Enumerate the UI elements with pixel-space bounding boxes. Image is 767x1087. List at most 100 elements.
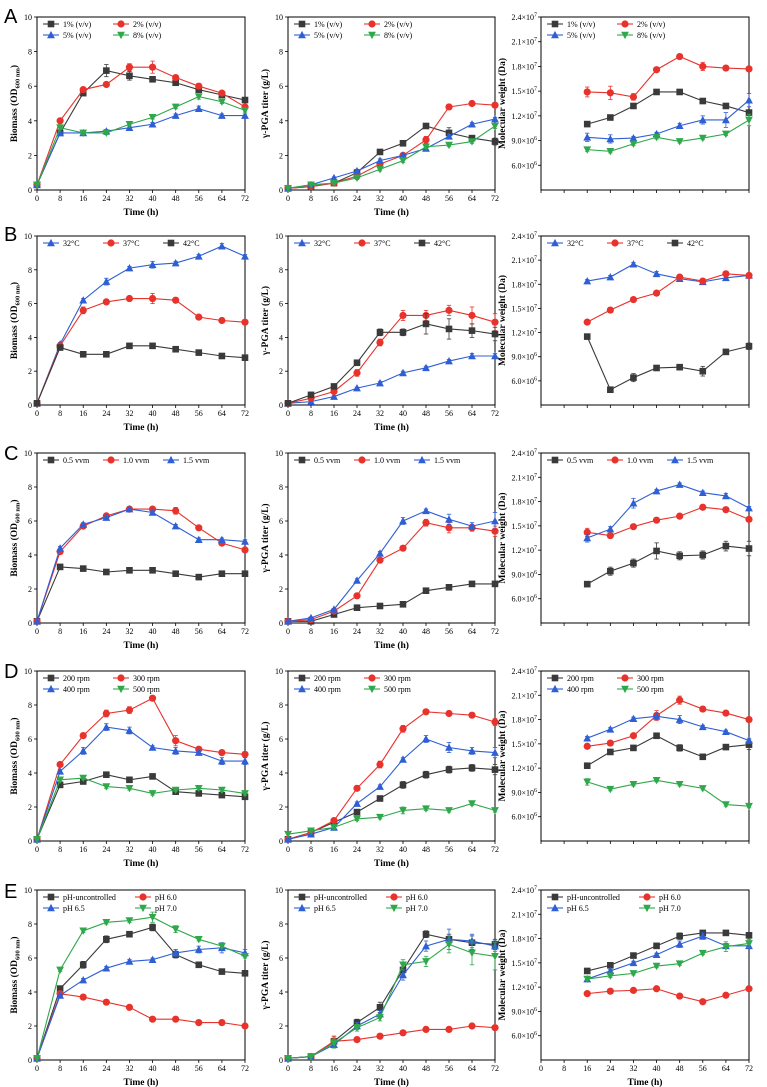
x-tick-label: 56 — [195, 627, 203, 636]
data-point — [491, 748, 499, 756]
x-tick-label: 64 — [468, 627, 476, 636]
legend-entry: 42°C — [687, 239, 704, 248]
plot-frame — [540, 16, 750, 191]
x-tick-label: 72 — [241, 1064, 249, 1073]
data-point — [445, 306, 453, 314]
x-tick-label: 16 — [583, 1064, 591, 1073]
data-point — [468, 580, 476, 588]
panel-label-c: C — [4, 443, 18, 465]
data-point — [422, 506, 430, 515]
data-point — [468, 522, 476, 530]
data-point — [652, 776, 661, 785]
x-tick-label: 40 — [399, 845, 407, 854]
y-tick-label: 2.1×107 — [511, 910, 537, 920]
legend-entry: 1.5 vvm — [183, 456, 210, 465]
x-tick-label: 40 — [149, 627, 157, 636]
data-point — [79, 732, 87, 740]
y-tick-label: 0 — [28, 186, 32, 195]
data-point — [103, 351, 110, 358]
data-point — [607, 961, 614, 969]
data-point — [353, 369, 361, 377]
data-point — [583, 967, 591, 975]
data-point — [79, 774, 88, 783]
data-point — [241, 1022, 249, 1030]
data-point — [125, 706, 134, 714]
series-red — [284, 708, 499, 843]
x-tick-label: 8 — [58, 845, 62, 854]
plot-frame — [287, 16, 496, 191]
data-point — [629, 499, 638, 507]
x-tick-label: 16 — [330, 409, 338, 418]
x-tick-label: 56 — [445, 1064, 453, 1073]
data-point — [583, 133, 592, 141]
data-point — [652, 962, 661, 971]
legend-entry: 500 rpm — [384, 685, 412, 694]
data-point — [629, 970, 638, 978]
y-tick-label: 4 — [279, 988, 283, 997]
y-axis-label: γ-PGA titer (g/L) — [260, 503, 271, 573]
data-point — [217, 98, 226, 106]
data-point — [79, 976, 88, 984]
legend-marker — [107, 239, 115, 247]
data-point — [606, 725, 615, 733]
legend-entry: pH 6.5 — [567, 904, 589, 913]
data-point — [652, 985, 661, 993]
legend-marker — [358, 239, 366, 247]
data-point — [79, 746, 88, 755]
y-tick-label: 4 — [279, 117, 283, 126]
data-point — [399, 329, 407, 336]
y-tick-label: 0 — [279, 186, 283, 195]
series-line — [36, 108, 245, 186]
data-point — [583, 120, 591, 128]
x-tick-label: 8 — [58, 1064, 62, 1073]
data-point — [745, 736, 753, 744]
data-point — [79, 520, 88, 528]
data-point — [148, 1015, 157, 1023]
data-point — [468, 746, 476, 755]
data-point — [56, 117, 64, 125]
series-line — [587, 506, 750, 537]
data-point — [284, 184, 292, 193]
data-point — [194, 93, 203, 101]
y-axis-label: Molecular weight (Da) — [497, 58, 508, 149]
data-point — [422, 942, 430, 950]
legend-entry: pH 7.0 — [406, 904, 428, 913]
legend-marker — [551, 238, 559, 247]
y-tick-label: 6.0×106 — [511, 812, 537, 822]
data-point — [33, 1055, 41, 1063]
data-point — [630, 374, 637, 381]
data-point — [698, 722, 707, 731]
y-tick-label: 6.0×106 — [511, 161, 537, 171]
y-tick-label: 8 — [279, 701, 283, 710]
legend-marker — [167, 455, 175, 464]
data-point — [745, 65, 753, 73]
data-point — [79, 86, 87, 94]
data-point — [583, 580, 591, 588]
legend-marker — [298, 893, 306, 901]
series-red — [284, 1022, 499, 1062]
legend-marker — [47, 30, 55, 39]
legend-marker — [47, 238, 55, 247]
data-point — [376, 329, 384, 336]
data-point — [376, 602, 384, 610]
data-point — [676, 88, 683, 96]
data-point — [79, 927, 88, 935]
x-tick-label: 64 — [722, 1064, 730, 1073]
legend-entry: pH-uncontrolled — [63, 893, 116, 902]
series-line — [586, 545, 750, 585]
data-point — [56, 776, 65, 784]
x-tick-label: 32 — [125, 627, 133, 636]
data-point — [126, 567, 133, 574]
y-tick-label: 1.5×107 — [511, 739, 537, 749]
data-point — [745, 802, 753, 811]
data-point — [468, 327, 476, 334]
y-tick-label: 8 — [28, 483, 32, 492]
data-point — [376, 1014, 384, 1022]
y-tick-label: 1.8×107 — [511, 934, 537, 944]
data-point — [172, 507, 180, 515]
data-point — [399, 807, 407, 815]
legend-entry: 1% (v/v) — [63, 20, 92, 29]
data-point — [330, 173, 338, 182]
legend-entry: pH 7.0 — [155, 904, 177, 913]
